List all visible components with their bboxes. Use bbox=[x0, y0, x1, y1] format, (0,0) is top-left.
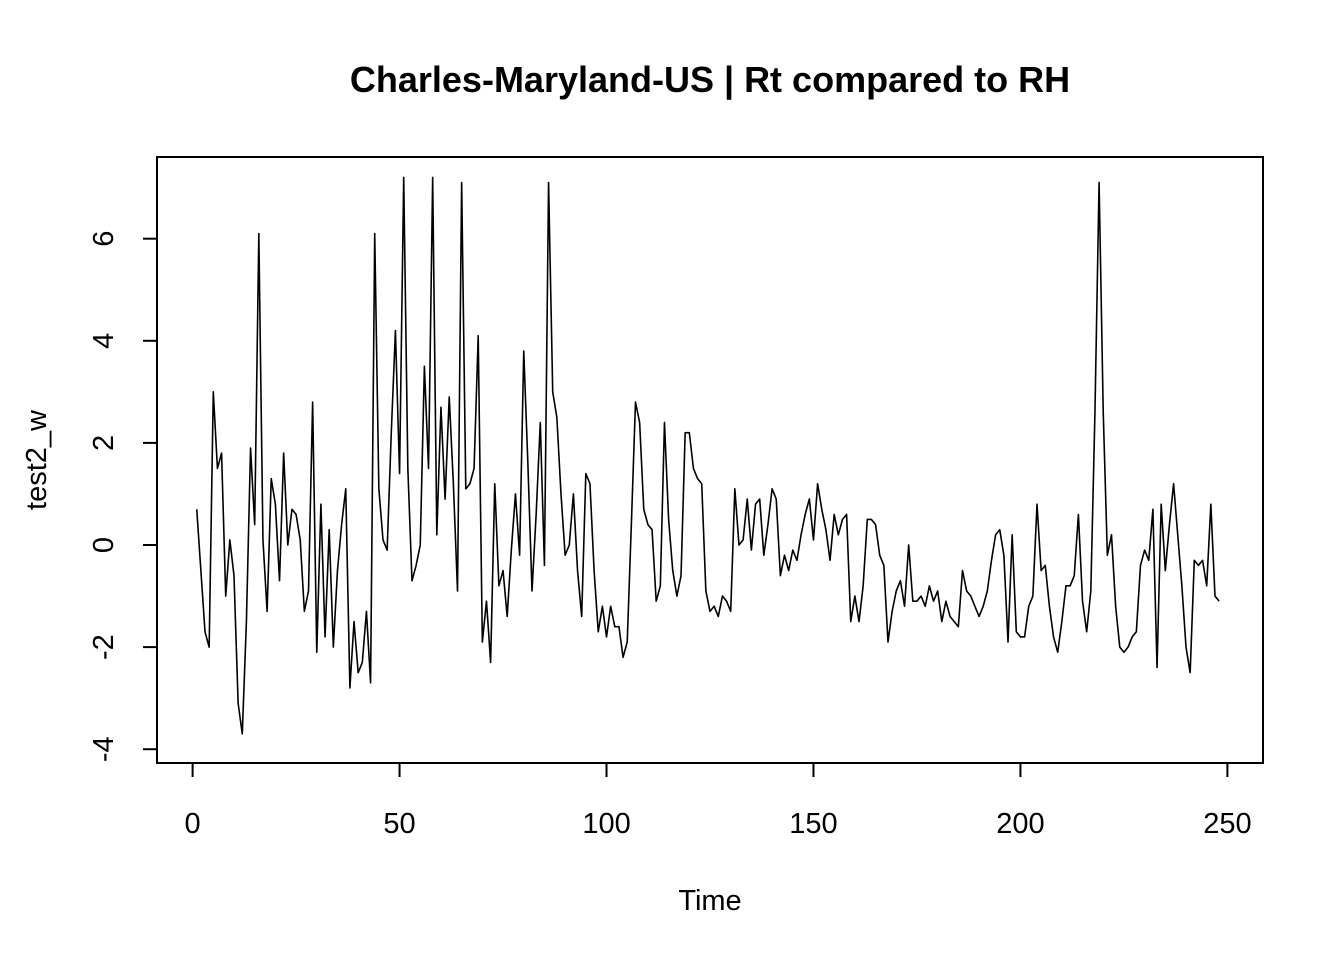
x-tick-label: 50 bbox=[383, 808, 415, 840]
x-axis: 0 50 100 150 200 250 bbox=[185, 763, 1252, 840]
y-tick-label: 2 bbox=[88, 435, 120, 451]
y-tick-label: 6 bbox=[88, 231, 120, 247]
y-tick-label: 4 bbox=[88, 333, 120, 349]
x-axis-label: Time bbox=[678, 885, 741, 917]
y-axis-label: test2_w bbox=[21, 409, 53, 510]
x-tick-label: 200 bbox=[996, 808, 1044, 840]
y-tick-label: -4 bbox=[88, 736, 120, 762]
x-tick-label: 100 bbox=[582, 808, 630, 840]
x-tick-label: 250 bbox=[1203, 808, 1251, 840]
chart-title: Charles-Maryland-US | Rt compared to RH bbox=[350, 59, 1070, 101]
series-line bbox=[197, 177, 1219, 733]
plot-frame bbox=[157, 157, 1263, 763]
y-tick-label: -2 bbox=[88, 634, 120, 660]
x-tick-label: 150 bbox=[789, 808, 837, 840]
x-tick-label: 0 bbox=[185, 808, 201, 840]
y-tick-label: 0 bbox=[88, 537, 120, 553]
y-axis: -4 -2 0 2 4 6 bbox=[88, 231, 157, 762]
